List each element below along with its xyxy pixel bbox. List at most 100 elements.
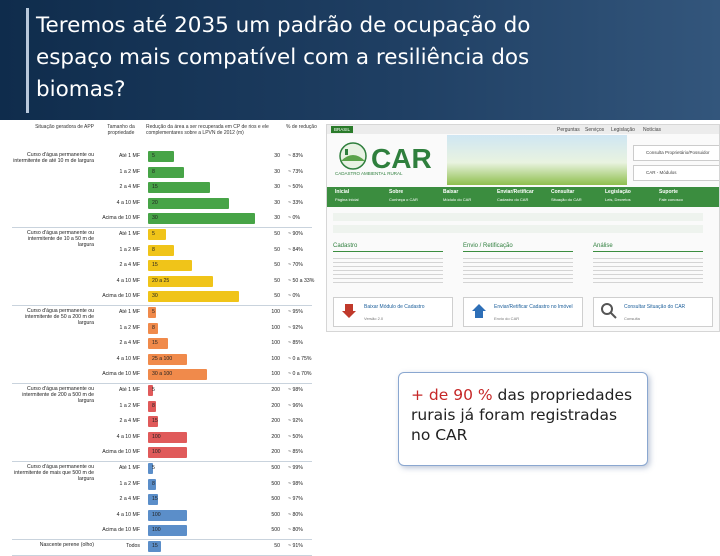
row-bar	[148, 322, 159, 334]
callout-rest: das propriedades rurais já foram registr…	[411, 386, 633, 444]
row-app-width: 30	[274, 199, 280, 206]
nav-item-sub: Fale conosco	[659, 197, 683, 202]
row-value: 25 a 100	[152, 355, 173, 362]
row-bar	[148, 400, 156, 412]
row-bar	[148, 463, 154, 474]
btn-enviar-retificar[interactable]: Enviar/Retificar Cadastro no Imóvel Envi…	[463, 297, 583, 327]
row-property-size: 1 a 2 MF	[119, 324, 140, 331]
upload-arrow-icon	[472, 304, 486, 318]
row-value: 5	[152, 465, 155, 471]
row-reduction-pct: ~ 96%	[288, 402, 303, 409]
nav-item[interactable]: Suporte	[659, 189, 678, 195]
table-header-reducao: Redução da área a ser recuperada em CP d…	[146, 124, 269, 136]
row-property-size: Até 1 MF	[118, 309, 140, 315]
row-app-width: 500	[271, 465, 280, 471]
row-reduction-pct: ~ 50%	[288, 433, 303, 440]
row-property-size: Acima de 10 MF	[102, 215, 140, 222]
row-reduction-pct: ~ 84%	[288, 246, 303, 253]
row-bar	[148, 416, 159, 428]
table-row: Acima de 10 MF 30 a 100 100 ~ 0 a 70%	[12, 368, 320, 381]
row-value: 5	[152, 231, 155, 237]
row-app-width: 200	[271, 418, 280, 425]
nav-item[interactable]: Baixar	[443, 189, 459, 195]
row-reduction-pct: ~ 80%	[288, 527, 303, 534]
row-app-width: 50	[274, 246, 280, 253]
table-row: 1 a 2 MF 8 30 ~ 73%	[12, 166, 320, 179]
table-row: Até 1 MF 5 500 ~ 99%	[12, 462, 320, 475]
btn-consultar-situacao[interactable]: Consultar Situação do CAR Consulta	[593, 297, 713, 327]
sidebar-box-modulos[interactable]: CAR - Módulos	[633, 165, 719, 181]
row-bar	[148, 353, 187, 365]
row-app-width: 100	[271, 309, 280, 315]
row-value: 15	[152, 262, 158, 269]
row-bar	[148, 229, 167, 240]
table-row: Até 1 MF 5 100 ~ 95%	[12, 306, 320, 319]
table-row: 2 a 4 MF 15 500 ~ 97%	[12, 493, 320, 506]
nav-item[interactable]: Enviar/Retificar	[497, 189, 534, 195]
row-app-width: 30	[274, 215, 280, 222]
row-app-width: 50	[274, 231, 280, 237]
nav-item-sub: Cadastro do CAR	[497, 197, 529, 202]
top-link-servicos[interactable]: Serviços	[585, 127, 605, 133]
row-property-size: 4 a 10 MF	[116, 433, 140, 440]
download-arrow-icon	[342, 304, 356, 318]
row-property-size: 2 a 4 MF	[119, 496, 140, 503]
row-value: 15	[152, 184, 158, 191]
row-property-size: 2 a 4 MF	[119, 340, 140, 347]
row-reduction-pct: ~ 83%	[288, 153, 303, 159]
row-property-size: 1 a 2 MF	[119, 402, 140, 409]
table-row: Acima de 10 MF 30 30 ~ 0%	[12, 212, 320, 225]
row-bar	[148, 431, 187, 443]
row-property-size: Acima de 10 MF	[102, 449, 140, 456]
row-reduction-pct: ~ 98%	[288, 387, 303, 393]
table-row: 2 a 4 MF 15 30 ~ 50%	[12, 181, 320, 194]
row-value: 15	[152, 496, 158, 503]
row-app-width: 200	[271, 387, 280, 393]
row-reduction-pct: ~ 50 a 33%	[288, 277, 315, 284]
btn-enviar-title: Enviar/Retificar Cadastro no Imóvel	[494, 304, 573, 310]
magnifier-icon	[601, 303, 617, 319]
top-link-legislacao[interactable]: Legislação	[611, 127, 635, 133]
group-separator	[12, 305, 312, 306]
row-property-size: 1 a 2 MF	[119, 246, 140, 253]
nav-item-sub: Módulo do CAR	[443, 197, 472, 202]
callout-highlight: + de 90 %	[411, 386, 493, 404]
table-row: Acima de 10 MF 30 50 ~ 0%	[12, 290, 320, 303]
main-navbar	[327, 187, 719, 207]
nav-item[interactable]: Consultar	[551, 189, 575, 195]
table-row: 4 a 10 MF 25 a 100 100 ~ 0 a 75%	[12, 353, 320, 366]
table-row: 2 a 4 MF 15 50 ~ 70%	[12, 259, 320, 272]
row-property-size: Todos	[126, 543, 140, 549]
top-link-noticias[interactable]: Notícias	[643, 127, 662, 133]
header-accent-bar	[26, 8, 29, 113]
table-header-tamanho: Tamanho da propriedade	[107, 124, 135, 136]
car-brand-sub: CADASTRO AMBIENTAL RURAL	[335, 171, 403, 176]
nav-item[interactable]: Inicial	[335, 189, 350, 195]
sidebar-box-consulta[interactable]: Consulta Proprietário/Possuidor	[633, 145, 719, 161]
btn-baixar-modulo[interactable]: Baixar Módulo de Cadastro Versão 2.0	[333, 297, 453, 327]
group-separator	[12, 554, 312, 556]
row-app-width: 200	[271, 402, 280, 409]
row-bar	[148, 494, 159, 506]
nav-item[interactable]: Legislação	[605, 189, 631, 195]
row-app-width: 500	[271, 496, 280, 503]
row-value: 15	[152, 418, 158, 425]
row-property-size: 2 a 4 MF	[119, 262, 140, 269]
gov-badge: BRASIL	[331, 126, 354, 133]
nav-item[interactable]: Sobre	[389, 189, 404, 195]
top-link-perguntas[interactable]: Perguntas	[557, 127, 580, 133]
table-row: 1 a 2 MF 8 500 ~ 98%	[12, 478, 320, 491]
row-app-width: 50	[274, 543, 280, 549]
text-block-1	[333, 255, 443, 285]
row-reduction-pct: ~ 0 a 70%	[288, 371, 312, 378]
row-app-width: 500	[271, 480, 280, 487]
row-value: 20 a 25	[152, 277, 170, 284]
row-reduction-pct: ~ 99%	[288, 465, 303, 471]
row-reduction-pct: ~ 50%	[288, 184, 303, 191]
row-bar	[148, 369, 207, 381]
row-reduction-pct: ~ 98%	[288, 480, 303, 487]
btn-consultar-sub: Consulta	[624, 316, 640, 321]
row-value: 100	[152, 511, 161, 518]
car-brand: CAR	[371, 143, 432, 174]
table-row: Acima de 10 MF 100 200 ~ 85%	[12, 446, 320, 459]
